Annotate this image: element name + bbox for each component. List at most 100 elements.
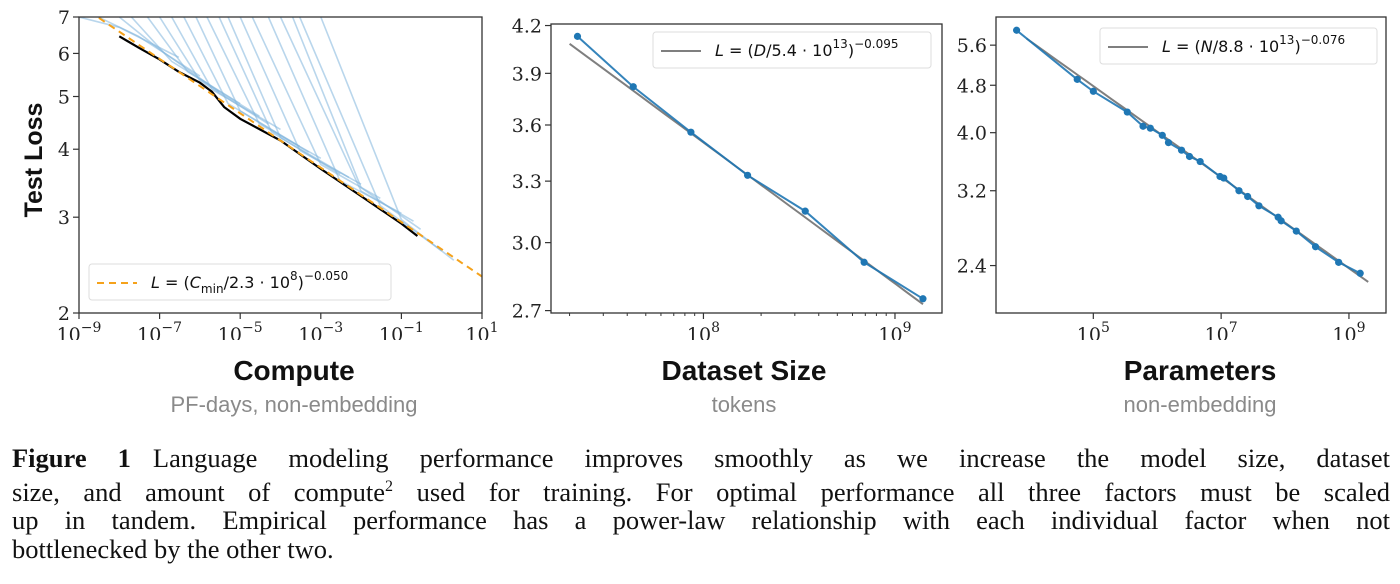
legend-part: = ( xyxy=(160,273,190,292)
y-tick-label: 3.2 xyxy=(957,181,987,203)
legend-part: 13 xyxy=(1279,33,1294,47)
x-tick-label: 101 xyxy=(465,320,498,340)
compute-title: Compute xyxy=(233,355,355,386)
legend-part: min xyxy=(201,282,224,296)
tick-base: 10 xyxy=(1077,324,1101,340)
caption-text: up in tandem. Empirical performance has … xyxy=(12,505,1390,536)
data-point xyxy=(919,295,927,303)
legend-part: L xyxy=(715,41,724,60)
data-point xyxy=(1277,217,1285,225)
legend-part: L xyxy=(151,273,160,292)
training-curve xyxy=(239,17,362,185)
tick-base: 10 xyxy=(1205,324,1229,340)
legend-part: 8 xyxy=(290,269,298,283)
parameters-title: Parameters xyxy=(1123,355,1277,386)
y-tick-label: 5 xyxy=(58,87,70,109)
compute-frontier-line xyxy=(118,35,419,237)
tick-base: 10 xyxy=(218,324,242,340)
legend: L = (Cmin/2.3 · 108)−0.050 xyxy=(88,263,392,301)
tick-exponent: 1 xyxy=(490,320,499,336)
legend-box xyxy=(88,263,392,301)
training-curve xyxy=(320,17,455,261)
plot-area xyxy=(569,32,927,306)
data-point xyxy=(573,32,582,40)
caption-text: used for training. For optimal performan… xyxy=(416,476,1390,507)
legend-part: /5.4 · 10 xyxy=(766,41,832,60)
legend-label: L = (D/5.4 · 1013)−0.095 xyxy=(715,37,898,60)
y-tick-label: 3.0 xyxy=(512,233,542,255)
legend-part: N xyxy=(1201,37,1213,56)
data-point xyxy=(1158,131,1166,139)
y-tick-label: 7 xyxy=(58,7,70,29)
y-tick-label: 3 xyxy=(58,207,70,229)
tick-base: 10 xyxy=(465,324,489,340)
legend-label: L = (Cmin/2.3 · 108)−0.050 xyxy=(151,269,348,296)
data-point xyxy=(801,207,809,215)
training-curve xyxy=(298,17,443,252)
caption-label: Figure 1 xyxy=(12,443,131,473)
tick-base: 10 xyxy=(878,324,902,340)
legend-part: 13 xyxy=(833,37,848,51)
x-tick-label: 10−1 xyxy=(379,320,424,340)
tick-base: 10 xyxy=(687,324,711,340)
x-tick-label: 109 xyxy=(1332,320,1365,340)
y-tick-label: 3.9 xyxy=(512,63,542,85)
data-point xyxy=(629,83,637,91)
tick-base: 10 xyxy=(379,324,403,340)
tick-base: 10 xyxy=(298,324,322,340)
data-point xyxy=(1244,192,1252,201)
data-point xyxy=(1123,108,1131,116)
tick-exponent: −9 xyxy=(81,320,102,336)
legend-part: −0.076 xyxy=(1301,33,1345,47)
legend-part: ) xyxy=(848,41,854,60)
data-point xyxy=(1012,26,1021,34)
tick-exponent: −1 xyxy=(403,320,424,336)
y-axis-label: Test Loss xyxy=(20,103,48,218)
legend-part: L xyxy=(1162,37,1171,56)
dataset-size-subtitle: tokens xyxy=(711,392,777,417)
parameters-subtitle: non-embedding xyxy=(1123,392,1277,417)
tick-base: 10 xyxy=(57,324,81,340)
legend-part: C xyxy=(190,273,202,292)
data-point xyxy=(1220,174,1228,182)
legend-part: ) xyxy=(1294,37,1300,56)
axes-frame xyxy=(550,23,943,314)
training-curve xyxy=(291,17,422,230)
x-tick-label: 10−3 xyxy=(298,320,343,340)
legend-part: −0.050 xyxy=(304,269,348,283)
data-point xyxy=(1292,227,1300,235)
y-tick-label: 5.6 xyxy=(957,35,987,57)
legend: L = (D/5.4 · 1013)−0.095 xyxy=(652,31,932,69)
axes-frame xyxy=(995,16,1387,314)
footnote-mark: 2 xyxy=(385,477,394,495)
tick-exponent: 5 xyxy=(1101,320,1110,336)
legend-part: = ( xyxy=(724,41,754,60)
data-point xyxy=(1235,187,1243,195)
x-tick-label: 108 xyxy=(687,320,720,340)
y-tick-label: 2.7 xyxy=(512,301,542,323)
y-tick-label: 3.6 xyxy=(512,115,542,137)
legend-part: ) xyxy=(298,273,304,292)
data-point xyxy=(860,258,868,266)
legend-label: L = (N/8.8 · 1013)−0.076 xyxy=(1162,33,1345,56)
plot-area xyxy=(79,17,482,278)
data-point xyxy=(1073,75,1081,83)
legend-part: /8.8 · 10 xyxy=(1213,37,1279,56)
dataset-size-title: Dataset Size xyxy=(661,355,827,386)
tick-exponent: −7 xyxy=(161,320,182,336)
training-curve xyxy=(171,17,281,131)
tick-exponent: 9 xyxy=(903,320,912,336)
data-point xyxy=(743,171,752,179)
legend-box xyxy=(1099,27,1378,65)
x-tick-label: 109 xyxy=(878,320,911,340)
caption-line: size, and amount of compute2 used for tr… xyxy=(12,473,1390,506)
tick-exponent: 9 xyxy=(1357,320,1366,336)
tick-exponent: −3 xyxy=(323,320,344,336)
caption-line: up in tandem. Empirical performance has … xyxy=(12,506,1390,535)
y-tick-label: 4 xyxy=(58,139,70,161)
caption-line: bottlenecked by the other two. xyxy=(12,534,1390,564)
training-curve xyxy=(206,17,322,159)
y-tick-label: 2 xyxy=(58,303,70,325)
data-point xyxy=(1164,139,1173,147)
